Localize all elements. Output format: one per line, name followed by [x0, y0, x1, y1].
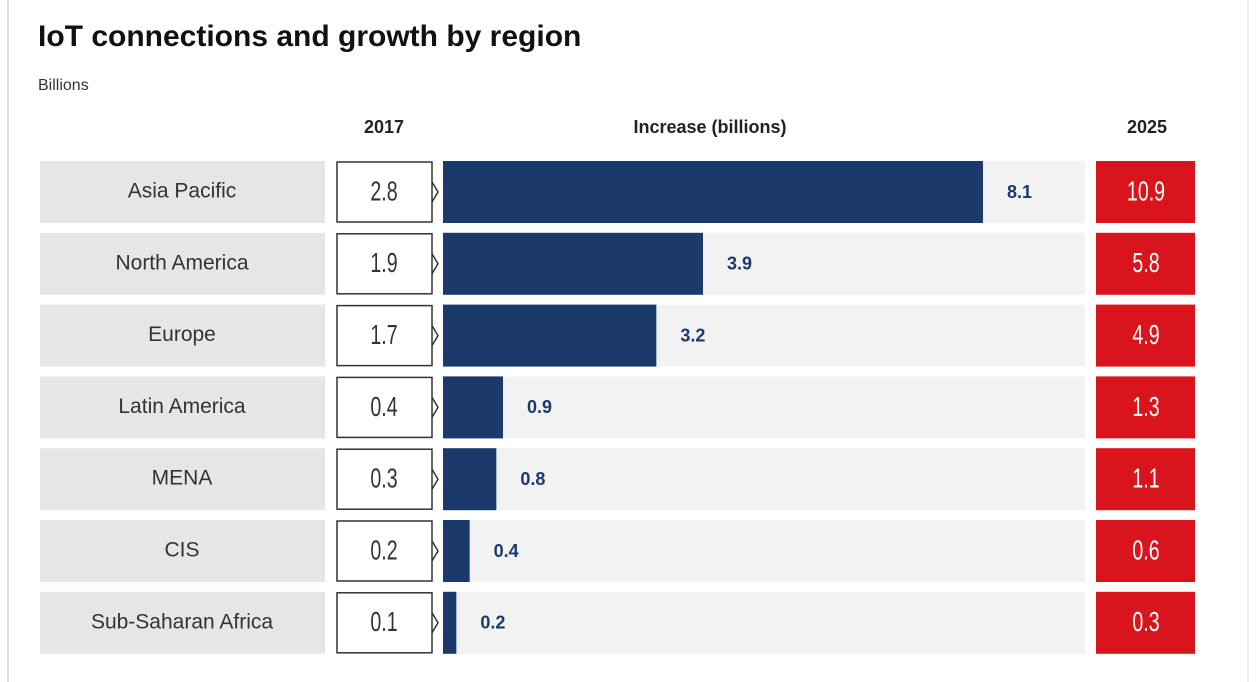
row-label: Asia Pacific — [128, 180, 237, 203]
end-box — [1096, 232, 1195, 295]
start-box — [336, 376, 433, 439]
bar-value-label: 3.9 — [727, 254, 752, 274]
column-header: 2025 — [1127, 117, 1167, 137]
row-label-cell — [40, 304, 325, 367]
start-value: 0.4 — [370, 391, 397, 422]
bar-track — [443, 591, 1085, 654]
end-box — [1096, 591, 1195, 654]
bar-value-label: 0.2 — [480, 613, 505, 633]
chevron — [431, 540, 439, 562]
end-value: 5.8 — [1132, 248, 1159, 279]
column-header: 2017 — [364, 117, 404, 137]
row-label: North America — [115, 251, 248, 274]
bar-track — [443, 376, 1085, 439]
start-box — [336, 520, 433, 582]
chart-subtitle: Billions — [38, 77, 89, 94]
end-value: 0.3 — [1132, 607, 1159, 638]
row-label: CIS — [164, 539, 199, 562]
row-label-cell — [40, 591, 325, 654]
bar — [443, 304, 657, 367]
row-label-cell — [40, 232, 325, 295]
start-box — [336, 448, 433, 510]
row-label-cell — [40, 161, 325, 223]
row-label-cell — [40, 376, 325, 439]
bar — [443, 520, 470, 582]
start-box — [336, 233, 433, 295]
end-value: 10.9 — [1127, 176, 1165, 207]
bar-track — [443, 448, 1085, 511]
end-value: 1.1 — [1132, 463, 1159, 494]
row-label: Sub-Saharan Africa — [91, 610, 273, 633]
start-box — [336, 592, 433, 654]
start-value: 1.7 — [370, 320, 397, 351]
chevron — [431, 181, 439, 203]
end-box — [1096, 376, 1195, 439]
start-value: 2.8 — [370, 176, 397, 207]
end-value: 1.3 — [1132, 391, 1159, 422]
end-box — [1096, 161, 1195, 223]
bar-value-label: 0.8 — [520, 469, 545, 489]
end-box — [1096, 448, 1195, 511]
bar — [443, 232, 703, 295]
bar-value-label: 8.1 — [1007, 182, 1032, 202]
chevron — [431, 253, 439, 275]
bar — [443, 448, 497, 511]
row-label: Latin America — [118, 395, 246, 418]
start-box — [336, 161, 433, 223]
start-value: 0.1 — [370, 607, 397, 638]
row-label: MENA — [152, 467, 213, 490]
bar-track — [443, 520, 1085, 582]
chart-title: IoT connections and growth by region — [38, 20, 581, 53]
start-value: 1.9 — [370, 248, 397, 279]
bar-value-label: 0.9 — [527, 397, 552, 417]
chevron — [431, 397, 439, 418]
bar-value-label: 3.2 — [680, 325, 705, 345]
start-value: 0.2 — [370, 535, 397, 566]
end-value: 0.6 — [1132, 535, 1159, 566]
bar — [443, 591, 457, 654]
chevron — [431, 468, 439, 490]
end-value: 4.9 — [1132, 320, 1159, 351]
row-label: Europe — [148, 323, 216, 346]
start-box — [336, 304, 433, 367]
chevron — [431, 612, 439, 634]
start-value: 0.3 — [370, 463, 397, 494]
column-header: Increase (billions) — [633, 117, 786, 137]
bar — [443, 376, 503, 439]
row-label-cell — [40, 520, 325, 582]
bar — [443, 161, 983, 223]
chevron — [431, 325, 439, 346]
bar-value-label: 0.4 — [494, 541, 519, 561]
row-label-cell — [40, 448, 325, 511]
end-box — [1096, 520, 1195, 582]
end-box — [1096, 304, 1195, 367]
